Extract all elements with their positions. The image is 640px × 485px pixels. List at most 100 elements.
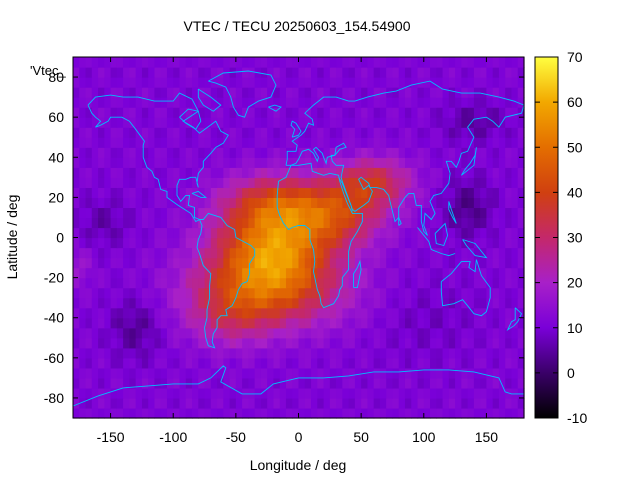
heat-cell xyxy=(260,237,268,249)
heat-cell xyxy=(461,347,469,359)
heat-cell xyxy=(260,387,268,399)
heat-cell xyxy=(505,257,513,269)
heat-cell xyxy=(354,247,362,259)
heat-cell xyxy=(367,287,375,299)
heat-cell xyxy=(223,177,231,188)
heat-cell xyxy=(342,387,350,399)
heat-cell xyxy=(473,297,481,309)
heat-cell xyxy=(279,267,287,279)
heat-cell xyxy=(110,67,118,78)
heat-cell xyxy=(91,187,99,198)
heat-cell xyxy=(292,247,300,259)
heat-cell xyxy=(336,157,343,168)
heat-cell xyxy=(267,247,275,259)
heat-cell xyxy=(298,267,306,279)
heat-cell xyxy=(323,157,331,168)
heat-cell xyxy=(229,347,237,359)
heat-cell xyxy=(235,337,243,349)
heat-cell xyxy=(292,107,300,118)
heat-cell xyxy=(204,337,212,349)
heat-cell xyxy=(210,187,218,198)
heat-cell xyxy=(298,407,306,419)
heat-cell xyxy=(135,407,143,419)
heat-cell xyxy=(154,177,162,188)
heat-cell xyxy=(129,307,137,319)
heat-cell xyxy=(248,257,256,269)
heat-cell xyxy=(235,207,243,219)
heat-cell xyxy=(79,167,87,178)
heat-cell xyxy=(285,77,293,88)
heat-cell xyxy=(354,167,362,178)
heat-cell xyxy=(411,107,419,118)
heat-cell xyxy=(448,387,456,399)
heat-cell xyxy=(392,77,400,88)
heat-cell xyxy=(323,227,331,239)
heat-cell xyxy=(411,217,419,229)
heat-cell xyxy=(442,297,450,309)
heat-cell xyxy=(430,247,437,259)
heat-cell xyxy=(285,307,293,319)
heat-cell xyxy=(392,217,400,229)
heat-cell xyxy=(235,177,243,188)
heat-cell xyxy=(279,307,287,319)
heat-cell xyxy=(104,347,112,359)
heat-cell xyxy=(367,167,375,178)
heat-cell xyxy=(442,167,450,178)
heat-cell xyxy=(279,187,287,198)
heat-cell xyxy=(329,317,337,329)
heat-cell xyxy=(411,227,419,239)
heat-cell xyxy=(423,77,431,88)
heat-cell xyxy=(185,347,193,359)
heat-cell xyxy=(461,267,469,279)
colorbar-tick-label: -10 xyxy=(567,410,587,426)
heat-cell xyxy=(298,197,306,209)
heat-cell xyxy=(210,317,218,329)
heat-cell xyxy=(279,107,287,118)
heat-cell xyxy=(248,367,256,379)
heat-cell xyxy=(248,117,256,128)
heat-cell xyxy=(292,377,300,389)
heat-cell xyxy=(455,177,462,188)
heat-cell xyxy=(166,337,174,349)
heat-cell xyxy=(304,117,312,128)
heat-cell xyxy=(430,167,437,178)
heat-cell xyxy=(104,217,112,229)
heat-cell xyxy=(304,327,312,339)
heat-cell xyxy=(229,247,237,259)
heat-cell xyxy=(430,237,437,249)
heat-cell xyxy=(116,357,124,369)
heat-cell xyxy=(423,297,431,309)
heat-cell xyxy=(517,117,525,128)
heat-cell xyxy=(248,407,256,419)
heat-cell xyxy=(417,347,425,359)
heat-cell xyxy=(411,147,419,158)
heat-cell xyxy=(85,57,93,68)
heat-cell xyxy=(336,177,343,188)
heat-cell xyxy=(91,377,99,389)
heat-cell xyxy=(285,357,293,369)
heat-cell xyxy=(292,277,300,289)
heat-cell xyxy=(461,197,469,209)
heat-cell xyxy=(398,167,406,178)
heat-cell xyxy=(386,207,394,219)
heat-cell xyxy=(404,367,412,379)
heat-cell xyxy=(185,277,193,289)
heat-cell xyxy=(116,67,124,78)
heat-cell xyxy=(436,297,444,309)
heat-cell xyxy=(473,237,481,249)
heat-cell xyxy=(160,207,168,219)
heat-cell xyxy=(317,187,325,198)
heat-cell xyxy=(91,367,99,379)
heat-cell xyxy=(498,407,506,419)
heat-cell xyxy=(210,177,218,188)
heat-cell xyxy=(154,287,162,299)
heat-cell xyxy=(329,97,337,108)
heat-cell xyxy=(267,347,275,359)
heat-cell xyxy=(110,77,118,88)
heat-cell xyxy=(173,57,181,68)
heat-cell xyxy=(517,337,525,349)
heat-cell xyxy=(154,137,162,148)
y-tick-label: 20 xyxy=(48,189,64,205)
heat-cell xyxy=(436,347,444,359)
heat-cell xyxy=(386,107,394,118)
